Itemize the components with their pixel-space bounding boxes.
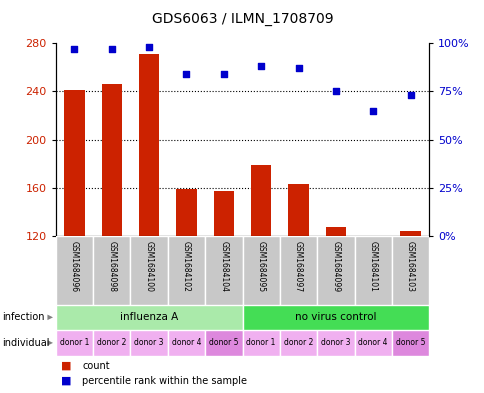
- Text: donor 1: donor 1: [246, 338, 275, 347]
- Text: donor 4: donor 4: [358, 338, 387, 347]
- Point: [145, 44, 153, 50]
- Bar: [399, 231, 420, 236]
- Bar: [56, 330, 93, 356]
- Point: [369, 107, 377, 114]
- Bar: [242, 236, 279, 305]
- Text: donor 5: donor 5: [209, 338, 238, 347]
- Bar: [250, 165, 271, 236]
- Text: donor 2: donor 2: [283, 338, 313, 347]
- Point: [331, 88, 339, 94]
- Bar: [391, 330, 428, 356]
- Text: no virus control: no virus control: [294, 312, 376, 322]
- Text: infection: infection: [2, 312, 45, 322]
- Point: [182, 71, 190, 77]
- Text: GSM1684101: GSM1684101: [368, 241, 377, 292]
- Text: donor 1: donor 1: [60, 338, 89, 347]
- Bar: [176, 189, 197, 236]
- Bar: [213, 191, 234, 236]
- Bar: [242, 330, 279, 356]
- Text: GSM1684099: GSM1684099: [331, 241, 340, 292]
- Bar: [354, 236, 391, 305]
- Text: influenza A: influenza A: [120, 312, 178, 322]
- Text: donor 2: donor 2: [97, 338, 126, 347]
- Bar: [130, 236, 167, 305]
- Bar: [167, 330, 205, 356]
- Bar: [205, 236, 242, 305]
- Bar: [130, 330, 167, 356]
- Bar: [101, 84, 122, 236]
- Text: donor 5: donor 5: [395, 338, 424, 347]
- Point: [257, 63, 265, 70]
- Text: GSM1684097: GSM1684097: [293, 241, 302, 292]
- Text: GSM1684102: GSM1684102: [182, 241, 191, 292]
- Text: donor 4: donor 4: [171, 338, 201, 347]
- Bar: [317, 330, 354, 356]
- Point: [71, 46, 78, 52]
- Bar: [242, 305, 428, 330]
- Bar: [56, 236, 93, 305]
- Bar: [56, 305, 242, 330]
- Bar: [287, 184, 308, 236]
- Text: ■: ■: [60, 376, 71, 386]
- Bar: [391, 236, 428, 305]
- Bar: [93, 330, 130, 356]
- Text: GSM1684104: GSM1684104: [219, 241, 228, 292]
- Text: donor 3: donor 3: [320, 338, 350, 347]
- Text: GSM1684103: GSM1684103: [405, 241, 414, 292]
- Text: GDS6063 / ILMN_1708709: GDS6063 / ILMN_1708709: [151, 12, 333, 26]
- Text: count: count: [82, 361, 110, 371]
- Point: [406, 92, 413, 98]
- Bar: [279, 236, 317, 305]
- Point: [107, 46, 115, 52]
- Text: GSM1684096: GSM1684096: [70, 241, 79, 292]
- Bar: [325, 228, 346, 236]
- Bar: [64, 90, 85, 236]
- Bar: [167, 236, 205, 305]
- Text: GSM1684095: GSM1684095: [256, 241, 265, 292]
- Bar: [138, 54, 159, 236]
- Text: donor 3: donor 3: [134, 338, 164, 347]
- Point: [219, 71, 227, 77]
- Text: percentile rank within the sample: percentile rank within the sample: [82, 376, 247, 386]
- Bar: [205, 330, 242, 356]
- Text: individual: individual: [2, 338, 50, 348]
- Text: GSM1684100: GSM1684100: [144, 241, 153, 292]
- Text: ■: ■: [60, 361, 71, 371]
- Text: GSM1684098: GSM1684098: [107, 241, 116, 292]
- Bar: [93, 236, 130, 305]
- Bar: [279, 330, 317, 356]
- Bar: [317, 236, 354, 305]
- Bar: [354, 330, 391, 356]
- Point: [294, 65, 302, 72]
